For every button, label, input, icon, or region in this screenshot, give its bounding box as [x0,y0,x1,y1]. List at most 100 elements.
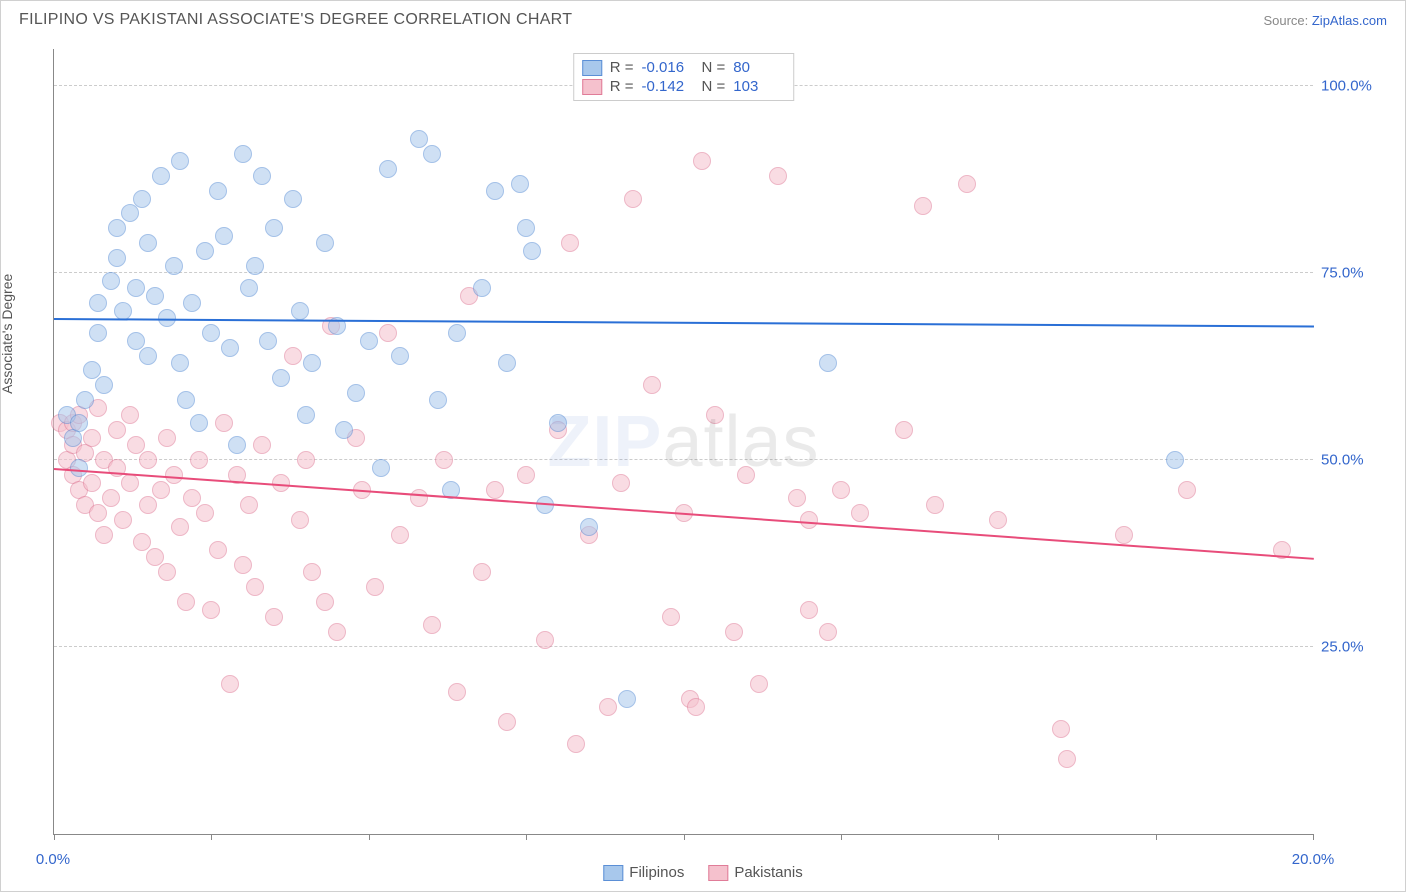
data-point [737,466,755,484]
data-point [379,324,397,342]
data-point [303,354,321,372]
data-point [165,257,183,275]
data-point [580,518,598,536]
data-point [83,429,101,447]
data-point [240,279,258,297]
data-point [190,414,208,432]
data-point [234,556,252,574]
data-point [561,234,579,252]
swatch-pakistanis [582,79,602,95]
data-point [725,623,743,641]
legend-correlation: R = -0.016 N = 80 R = -0.142 N = 103 [573,53,795,101]
data-point [914,197,932,215]
data-point [624,190,642,208]
y-axis-label: Associate's Degree [0,274,15,394]
data-point [139,451,157,469]
data-point [127,279,145,297]
data-point [196,504,214,522]
data-point [177,593,195,611]
data-point [76,391,94,409]
source-prefix: Source: [1263,13,1311,28]
data-point [284,347,302,365]
data-point [272,474,290,492]
data-point [139,234,157,252]
data-point [209,182,227,200]
watermark-zip: ZIP [547,402,662,482]
data-point [171,354,189,372]
x-tick [211,834,212,840]
data-point [152,481,170,499]
data-point [473,563,491,581]
data-point [486,182,504,200]
data-point [435,451,453,469]
legend-n-label: N = [702,59,726,76]
gridline [54,459,1313,460]
data-point [360,332,378,350]
data-point [133,533,151,551]
gridline [54,646,1313,647]
data-point [511,175,529,193]
source-link[interactable]: ZipAtlas.com [1312,13,1387,28]
data-point [800,601,818,619]
data-point [958,175,976,193]
data-point [328,623,346,641]
data-point [473,279,491,297]
y-tick-label: 25.0% [1321,639,1391,656]
data-point [108,219,126,237]
data-point [102,272,120,290]
data-point [517,466,535,484]
data-point [246,257,264,275]
x-label-min: 0.0% [36,851,70,868]
data-point [567,735,585,753]
data-point [202,324,220,342]
data-point [171,518,189,536]
data-point [536,631,554,649]
data-point [769,167,787,185]
legend-item-pakistanis: Pakistanis [708,864,802,881]
data-point [89,324,107,342]
data-point [819,623,837,641]
data-point [410,130,428,148]
data-point [95,376,113,394]
data-point [265,219,283,237]
data-point [819,354,837,372]
swatch-pakistanis-bottom [708,865,728,881]
data-point [127,436,145,454]
data-point [391,526,409,544]
data-point [83,474,101,492]
data-point [221,675,239,693]
data-point [240,496,258,514]
data-point [1115,526,1133,544]
data-point [253,436,271,454]
data-point [372,459,390,477]
data-point [926,496,944,514]
data-point [265,608,283,626]
data-point [800,511,818,529]
data-point [259,332,277,350]
data-point [272,369,290,387]
data-point [190,451,208,469]
data-point [108,249,126,267]
data-point [1058,750,1076,768]
x-tick [54,834,55,840]
legend-r-value-filipinos: -0.016 [642,59,694,76]
data-point [108,421,126,439]
data-point [1052,720,1070,738]
data-point [662,608,680,626]
data-point [221,339,239,357]
data-point [246,578,264,596]
data-point [297,406,315,424]
data-point [146,287,164,305]
data-point [139,496,157,514]
data-point [423,145,441,163]
swatch-filipinos-bottom [603,865,623,881]
data-point [303,563,321,581]
data-point [95,526,113,544]
data-point [851,504,869,522]
chart-container: FILIPINO VS PAKISTANI ASSOCIATE'S DEGREE… [0,0,1406,892]
chart-title: FILIPINO VS PAKISTANI ASSOCIATE'S DEGREE… [19,11,572,29]
data-point [284,190,302,208]
data-point [486,481,504,499]
data-point [183,294,201,312]
legend-r-label: R = [610,59,634,76]
